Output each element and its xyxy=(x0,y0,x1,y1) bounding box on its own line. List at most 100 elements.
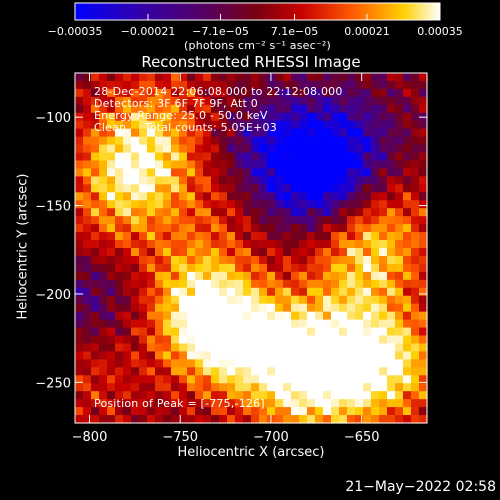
heatmap-cell xyxy=(115,391,124,400)
heatmap-cell xyxy=(171,319,180,329)
heatmap-cell xyxy=(179,311,188,321)
heatmap-cell xyxy=(179,343,188,352)
heatmap-cell xyxy=(155,367,164,376)
heatmap-cell xyxy=(163,359,172,368)
heatmap-cell xyxy=(403,367,412,376)
heatmap-cell xyxy=(123,216,132,225)
heatmap-cell xyxy=(75,287,84,297)
heatmap-cell xyxy=(147,319,156,329)
heatmap-cell xyxy=(307,232,316,241)
heatmap-cell xyxy=(371,73,380,82)
heatmap-cell xyxy=(307,216,316,225)
heatmap-cell xyxy=(243,216,252,225)
heatmap-cell xyxy=(259,407,268,416)
heatmap-cell xyxy=(195,144,204,154)
heatmap-cell xyxy=(387,112,396,122)
heatmap-cell xyxy=(395,200,404,209)
heatmap-cell xyxy=(163,311,172,321)
heatmap-cell xyxy=(75,295,84,305)
heatmap-cell xyxy=(403,271,412,281)
heatmap-cell xyxy=(283,367,292,376)
heatmap-cell xyxy=(139,88,148,98)
heatmap-cell xyxy=(339,327,348,337)
heatmap-cell xyxy=(355,176,364,185)
heatmap-cell xyxy=(139,311,148,321)
heatmap-cell xyxy=(355,335,364,345)
heatmap-cell xyxy=(299,232,308,241)
heatmap-cell xyxy=(379,287,388,297)
heatmap-cell xyxy=(371,240,380,249)
heatmap-cell xyxy=(83,335,92,345)
heatmap-cell xyxy=(283,263,292,273)
heatmap-cell xyxy=(171,343,180,352)
heatmap-cell xyxy=(131,112,140,122)
heatmap-cell xyxy=(243,104,252,114)
heatmap-cell xyxy=(163,168,172,177)
heatmap-cell xyxy=(139,120,148,130)
heatmap-cell xyxy=(323,415,332,424)
heatmap-cell xyxy=(395,327,404,337)
heatmap-cell xyxy=(243,391,252,400)
heatmap-cell xyxy=(299,343,308,352)
heatmap-cell xyxy=(219,128,228,138)
heatmap-cell xyxy=(363,327,372,337)
heatmap-cell xyxy=(395,375,404,384)
heatmap-cell xyxy=(395,351,404,360)
heatmap-cell xyxy=(379,343,388,352)
heatmap-cell xyxy=(195,391,204,400)
heatmap-cell xyxy=(75,335,84,345)
heatmap-cell xyxy=(419,144,428,154)
heatmap-cell xyxy=(171,232,180,241)
heatmap-cell xyxy=(363,144,372,154)
heatmap-cell xyxy=(315,335,324,345)
heatmap-cell xyxy=(267,319,276,329)
heatmap-cell xyxy=(331,192,340,201)
heatmap-cell xyxy=(163,112,172,122)
heatmap-cell xyxy=(107,120,116,130)
heatmap-cell xyxy=(411,263,420,273)
heatmap-cell xyxy=(387,383,396,392)
heatmap-cell xyxy=(139,255,148,265)
heatmap-cell xyxy=(139,152,148,162)
heatmap-cell xyxy=(363,399,372,408)
heatmap-cell xyxy=(251,415,260,424)
heatmap-cell xyxy=(155,303,164,313)
heatmap-cell xyxy=(243,192,252,201)
heatmap-cell xyxy=(419,73,428,82)
heatmap-cell xyxy=(107,375,116,384)
heatmap-cell xyxy=(115,279,124,289)
heatmap-cell xyxy=(195,415,204,424)
heatmap-cell xyxy=(275,295,284,305)
colorbar-area: −0.00035 −0.00021 −7.1e−05 7.1e−05 0.00021 0.… xyxy=(48,2,463,38)
heatmap-cell xyxy=(259,359,268,368)
heatmap-cell xyxy=(123,287,132,297)
heatmap-cell xyxy=(219,375,228,384)
heatmap-cell xyxy=(411,391,420,400)
heatmap-cell xyxy=(243,279,252,289)
heatmap-cell xyxy=(331,112,340,122)
heatmap-cell xyxy=(355,240,364,249)
heatmap-cell xyxy=(195,73,204,82)
heatmap-cell xyxy=(171,240,180,249)
heatmap-cell xyxy=(259,136,268,146)
heatmap-cell xyxy=(83,351,92,360)
heatmap-cell xyxy=(395,279,404,289)
heatmap-cell xyxy=(219,136,228,146)
heatmap-cell xyxy=(235,80,244,90)
heatmap-cell xyxy=(219,391,228,400)
heatmap-cell xyxy=(75,343,84,352)
heatmap-cell xyxy=(123,359,132,368)
heatmap-cell xyxy=(347,232,356,241)
heatmap-cell xyxy=(147,200,156,209)
heatmap-cell xyxy=(187,168,196,177)
heatmap-cell xyxy=(155,319,164,329)
heatmap-cell xyxy=(323,263,332,273)
heatmap-cell xyxy=(323,208,332,217)
heatmap-cell xyxy=(163,96,172,106)
heatmap-cell xyxy=(307,295,316,305)
heatmap-cell xyxy=(347,216,356,225)
heatmap-cell xyxy=(363,200,372,209)
heatmap-cell xyxy=(147,351,156,360)
heatmap-cell xyxy=(227,407,236,416)
heatmap-cell xyxy=(139,319,148,329)
